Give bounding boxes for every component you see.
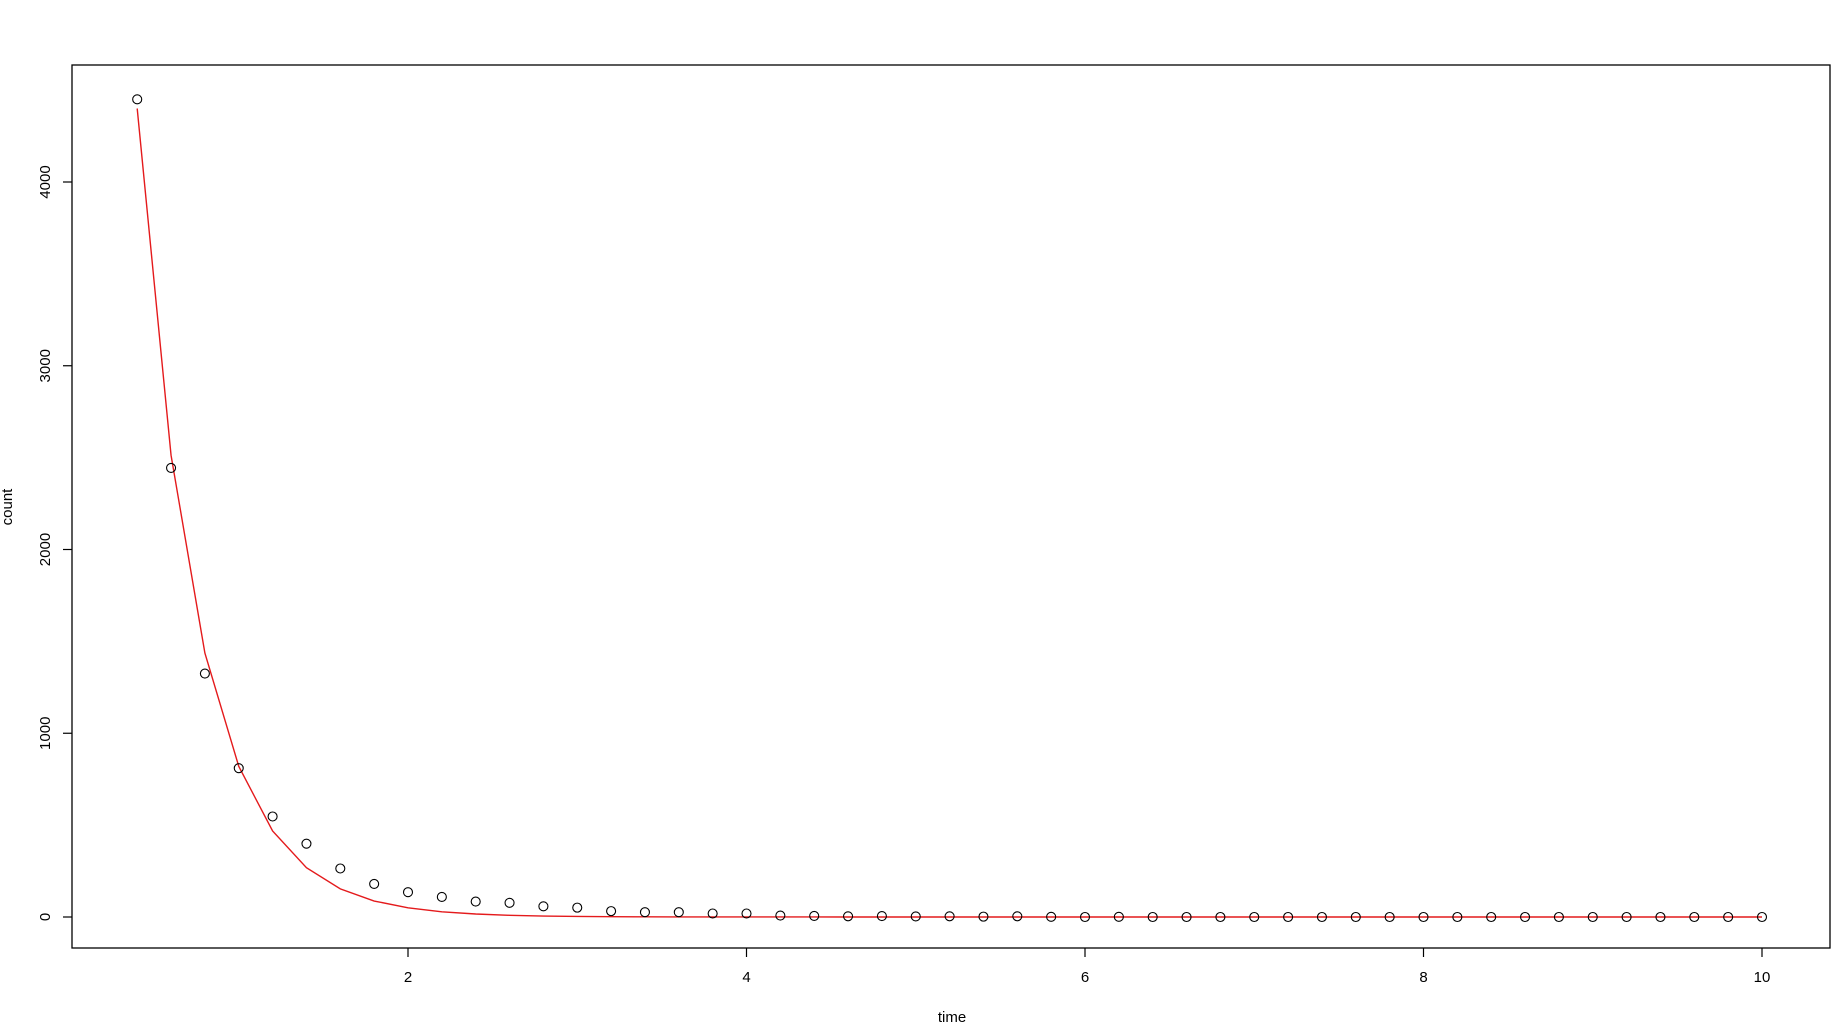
- data-point: [1215, 911, 1226, 923]
- data-point: [978, 911, 989, 922]
- data-point: [707, 908, 718, 919]
- data-point: [402, 887, 414, 898]
- data-point: [1350, 911, 1361, 923]
- data-point: [741, 908, 752, 919]
- data-point: [673, 907, 684, 918]
- data-point: [1756, 911, 1768, 923]
- x-tick-label: 2: [404, 969, 412, 986]
- data-point: [775, 910, 786, 921]
- data-point: [504, 897, 515, 908]
- data-point: [1249, 911, 1260, 923]
- data-point: [1079, 911, 1091, 923]
- data-point: [470, 896, 481, 907]
- data-point: [639, 907, 651, 918]
- y-axis: 0 1000 2000 3000 4000: [37, 165, 72, 921]
- data-point: [267, 811, 278, 822]
- data-point: [1113, 911, 1124, 922]
- data-point: [1012, 911, 1023, 922]
- data-point: [1621, 911, 1632, 923]
- y-tick-label: 0: [37, 913, 54, 921]
- data-point: [1452, 911, 1463, 923]
- data-point: [1316, 911, 1327, 923]
- data-point: [910, 911, 921, 922]
- data-point: [809, 910, 820, 921]
- data-point: [1418, 911, 1429, 923]
- data-point: [1689, 911, 1700, 923]
- data-point: [1384, 911, 1395, 923]
- fitted-line: [136, 108, 1762, 918]
- data-point: [606, 906, 617, 917]
- data-point: [132, 94, 143, 105]
- data-point: [369, 878, 380, 889]
- data-point: [572, 902, 583, 913]
- data-point: [1181, 911, 1192, 923]
- y-tick-label: 2000: [37, 533, 54, 566]
- plot-marks: [132, 94, 1768, 923]
- data-point: [876, 911, 887, 922]
- data-point: [233, 763, 244, 774]
- x-tick-label: 6: [1081, 969, 1089, 986]
- x-tick-label: 8: [1419, 969, 1427, 986]
- x-axis: 2 4 6 8 10: [404, 948, 1771, 986]
- y-tick-label: 3000: [37, 349, 54, 382]
- x-tick-label: 10: [1754, 969, 1771, 986]
- data-point: [1553, 911, 1564, 923]
- data-point: [1283, 911, 1294, 923]
- data-point: [1655, 911, 1666, 923]
- data-point: [538, 901, 549, 912]
- y-tick-label: 1000: [37, 717, 54, 750]
- data-point: [199, 668, 210, 679]
- data-point: [1520, 911, 1531, 923]
- data-point: [335, 863, 346, 874]
- data-point: [1486, 911, 1497, 923]
- x-axis-label: time: [938, 1009, 966, 1026]
- data-point: [436, 891, 447, 903]
- y-tick-label: 4000: [37, 165, 54, 198]
- x-tick-label: 4: [742, 969, 750, 986]
- data-point: [1587, 911, 1598, 923]
- y-axis-label: count: [0, 488, 16, 526]
- data-point: [1046, 911, 1057, 922]
- data-point: [1723, 911, 1734, 923]
- data-point: [842, 911, 854, 922]
- plot-frame: [71, 64, 1831, 949]
- data-point: [944, 911, 955, 922]
- data-point: [166, 462, 177, 473]
- data-point: [301, 838, 312, 849]
- data-point: [1147, 911, 1158, 923]
